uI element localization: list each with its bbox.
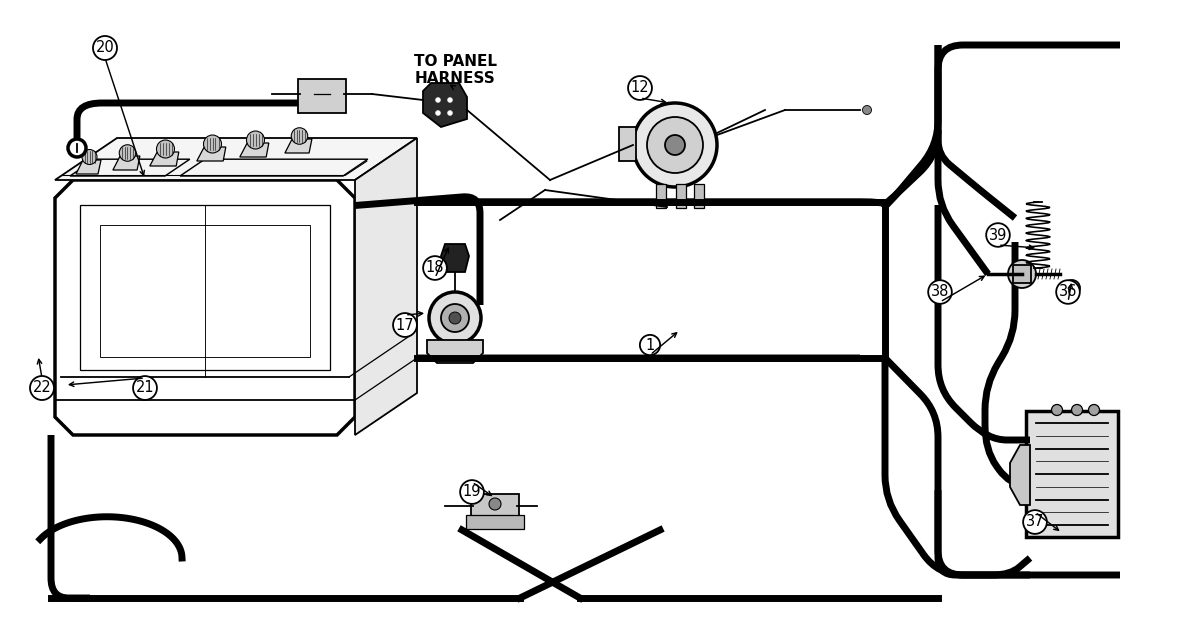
Circle shape	[292, 128, 307, 144]
Text: 39: 39	[989, 227, 1007, 243]
Circle shape	[634, 103, 718, 187]
FancyBboxPatch shape	[466, 515, 524, 529]
Circle shape	[156, 140, 174, 158]
FancyBboxPatch shape	[1013, 265, 1031, 283]
Circle shape	[82, 149, 97, 164]
Circle shape	[490, 498, 502, 510]
Circle shape	[119, 145, 136, 161]
Circle shape	[448, 98, 452, 103]
Polygon shape	[150, 152, 179, 166]
FancyBboxPatch shape	[619, 127, 636, 161]
Circle shape	[1051, 404, 1062, 416]
FancyBboxPatch shape	[472, 494, 520, 520]
Polygon shape	[55, 138, 418, 180]
Text: 37: 37	[1026, 515, 1044, 529]
Circle shape	[204, 135, 222, 153]
Circle shape	[436, 110, 440, 115]
Polygon shape	[284, 139, 312, 153]
Circle shape	[647, 117, 703, 173]
Polygon shape	[76, 160, 101, 174]
Circle shape	[665, 135, 685, 155]
Polygon shape	[427, 340, 482, 363]
FancyBboxPatch shape	[676, 184, 686, 208]
Circle shape	[68, 139, 86, 157]
Circle shape	[1064, 280, 1080, 296]
Circle shape	[1072, 404, 1082, 416]
Circle shape	[1088, 404, 1099, 416]
Circle shape	[449, 312, 461, 324]
Circle shape	[863, 105, 871, 115]
Circle shape	[436, 98, 440, 103]
Polygon shape	[113, 156, 140, 170]
Text: 12: 12	[631, 81, 649, 96]
Polygon shape	[355, 138, 418, 435]
Text: 18: 18	[426, 260, 444, 275]
Text: 20: 20	[96, 40, 114, 55]
Text: 38: 38	[931, 285, 949, 299]
Circle shape	[448, 110, 452, 115]
Text: TO PANEL
HARNESS: TO PANEL HARNESS	[414, 54, 497, 86]
FancyBboxPatch shape	[694, 184, 704, 208]
Text: 19: 19	[463, 484, 481, 500]
Text: 1: 1	[646, 338, 655, 353]
Polygon shape	[240, 143, 269, 157]
FancyBboxPatch shape	[656, 184, 666, 208]
Text: 36: 36	[1058, 285, 1078, 299]
Polygon shape	[442, 244, 469, 272]
Circle shape	[430, 292, 481, 344]
Circle shape	[1008, 260, 1036, 288]
Circle shape	[442, 304, 469, 332]
Text: 21: 21	[136, 381, 155, 396]
FancyBboxPatch shape	[1026, 411, 1118, 537]
Text: 17: 17	[396, 318, 414, 333]
Polygon shape	[424, 83, 467, 127]
Circle shape	[246, 131, 264, 149]
Polygon shape	[1010, 445, 1030, 505]
Polygon shape	[197, 147, 226, 161]
Text: 22: 22	[32, 381, 52, 396]
FancyBboxPatch shape	[298, 79, 346, 113]
